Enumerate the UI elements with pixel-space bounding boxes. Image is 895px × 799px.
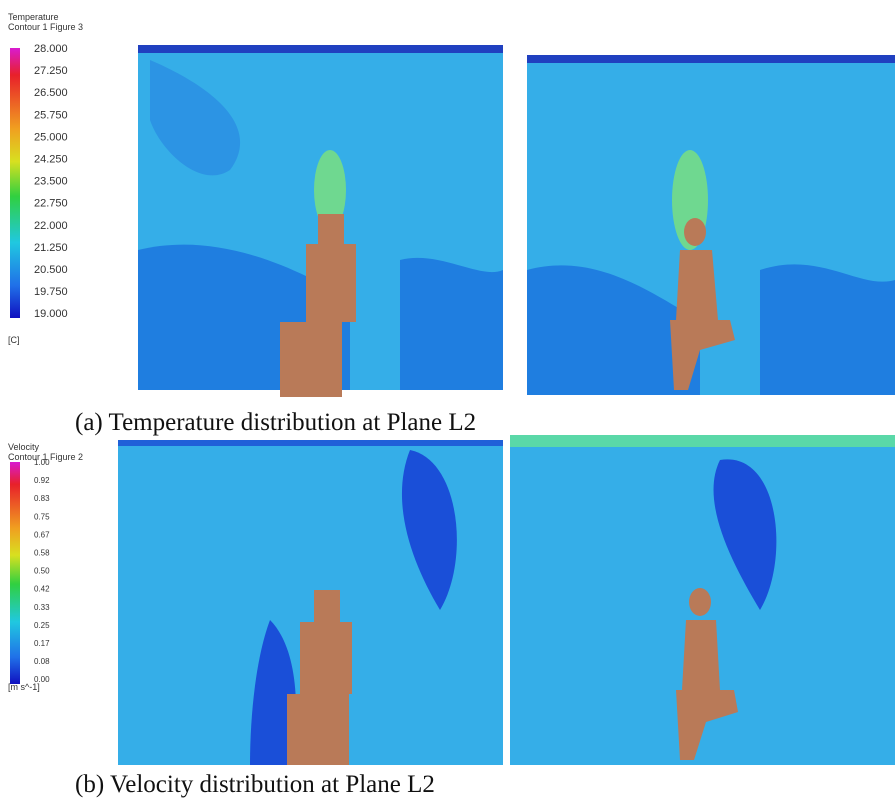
color-bar — [10, 48, 20, 318]
legend-tick-label: 0.67 — [34, 530, 50, 539]
contour-image — [138, 45, 895, 397]
legend-tick-label: 0.83 — [34, 494, 50, 503]
legend-tick-label: 20.500 — [34, 264, 68, 276]
legend-title: Velocity — [8, 442, 40, 452]
legend-tick-label: 25.000 — [34, 131, 68, 143]
legend-tick-label: 0.92 — [34, 476, 50, 485]
legend-tick-label: 27.250 — [34, 65, 68, 77]
legend-tick-label: 0.50 — [34, 567, 50, 576]
legend-tick-label: 24.250 — [34, 154, 68, 166]
caption: (a) Temperature distribution at Plane L2 — [75, 409, 476, 436]
legend-tick-label: 0.58 — [34, 549, 50, 558]
contour-image — [118, 435, 895, 765]
legend-tick-label: 0.25 — [34, 621, 50, 630]
legend-tick-label: 23.500 — [34, 176, 68, 188]
legend-tick-label: 26.500 — [34, 87, 68, 99]
legend-tick-label: 0.17 — [34, 639, 50, 648]
legend-tick-label: 0.08 — [34, 657, 50, 666]
color-bar — [10, 462, 20, 684]
legend-unit: [m s^-1] — [8, 682, 40, 692]
figure: (a) Temperature distribution at Plane L2… — [0, 0, 895, 799]
legend-tick-label: 22.000 — [34, 220, 68, 232]
legend-subtitle: Contour 1 Figure 3 — [8, 22, 83, 32]
legend-tick-label: 0.42 — [34, 585, 50, 594]
legend-title: Temperature — [8, 12, 59, 22]
legend-tick-label: 0.75 — [34, 512, 50, 521]
legend-tick-label: 19.000 — [34, 308, 68, 320]
legend-tick-label: 21.250 — [34, 242, 68, 254]
legend-tick-label: 0.33 — [34, 603, 50, 612]
caption: (b) Velocity distribution at Plane L2 — [75, 771, 435, 798]
legend-unit: [C] — [8, 335, 20, 345]
legend-tick-label: 22.750 — [34, 198, 68, 210]
legend-tick-label: 25.750 — [34, 109, 68, 121]
legend-tick-label: 19.750 — [34, 286, 68, 298]
legend-tick-label: 28.000 — [34, 43, 68, 55]
legend-tick-label: 1.00 — [34, 458, 50, 467]
